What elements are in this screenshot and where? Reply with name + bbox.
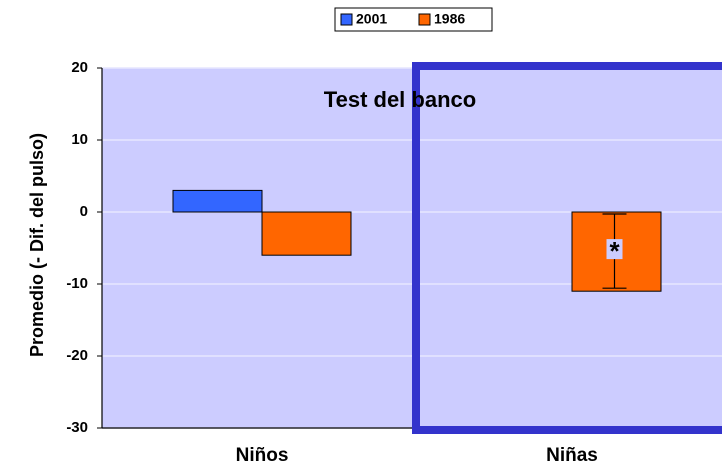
y-axis-label: Promedio (- Dif. del pulso) [27,133,47,357]
y-tick-label: 20 [71,59,88,76]
annotation: * [609,236,620,266]
y-tick-label: -30 [66,419,88,436]
y-tick-label: 10 [71,131,88,148]
bar [172,189,263,213]
legend-swatch [418,13,431,26]
legend-label: 1986 [434,11,465,27]
y-tick-label: 0 [80,203,88,220]
highlight-box [412,62,722,434]
legend [334,7,493,32]
chart-title: Test del banco [324,87,476,112]
annotation-bg [606,239,623,260]
y-tick-label: -20 [66,347,88,364]
x-tick-label: Niñas [546,445,598,466]
legend-swatch [340,13,353,26]
legend-label: 2001 [356,11,387,27]
y-tick-label: -10 [66,275,88,292]
bar [261,211,352,256]
x-tick-label: Niños [236,445,289,466]
bars [172,189,662,292]
